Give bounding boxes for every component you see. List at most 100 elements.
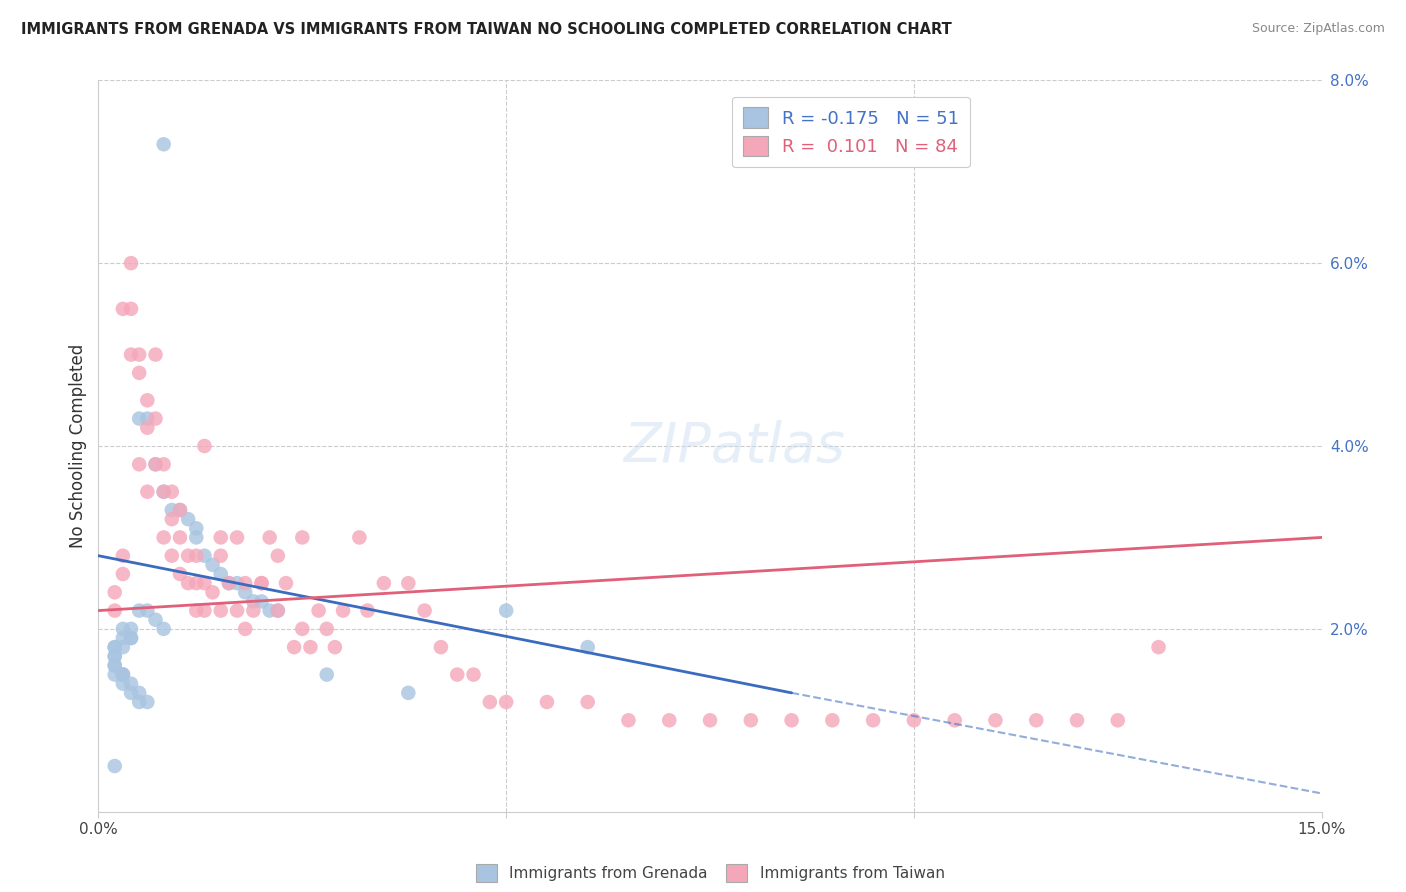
- Point: [226, 530, 249, 544]
- Point: [193, 603, 215, 617]
- Point: [128, 458, 150, 472]
- Point: [152, 137, 174, 152]
- Point: [120, 631, 142, 645]
- Point: [267, 549, 290, 563]
- Point: [120, 686, 142, 700]
- Point: [152, 484, 174, 499]
- Point: [267, 603, 290, 617]
- Point: [1147, 640, 1170, 655]
- Point: [145, 411, 167, 425]
- Point: [209, 603, 232, 617]
- Point: [984, 714, 1007, 728]
- Point: [120, 622, 142, 636]
- Point: [193, 576, 215, 591]
- Point: [699, 714, 721, 728]
- Point: [209, 530, 232, 544]
- Point: [233, 622, 256, 636]
- Point: [740, 714, 762, 728]
- Point: [821, 714, 844, 728]
- Point: [186, 576, 208, 591]
- Point: [136, 484, 159, 499]
- Point: [111, 667, 134, 681]
- Point: [145, 347, 167, 362]
- Text: IMMIGRANTS FROM GRENADA VS IMMIGRANTS FROM TAIWAN NO SCHOOLING COMPLETED CORRELA: IMMIGRANTS FROM GRENADA VS IMMIGRANTS FR…: [21, 22, 952, 37]
- Point: [169, 503, 191, 517]
- Point: [259, 530, 281, 544]
- Point: [136, 411, 159, 425]
- Point: [111, 301, 134, 316]
- Point: [128, 686, 150, 700]
- Point: [136, 393, 159, 408]
- Point: [160, 512, 183, 526]
- Point: [242, 594, 264, 608]
- Point: [267, 603, 290, 617]
- Text: ZIPatlas: ZIPatlas: [623, 419, 845, 473]
- Point: [242, 603, 264, 617]
- Point: [349, 530, 371, 544]
- Point: [356, 603, 378, 617]
- Point: [250, 576, 273, 591]
- Point: [104, 667, 127, 681]
- Text: Source: ZipAtlas.com: Source: ZipAtlas.com: [1251, 22, 1385, 36]
- Point: [201, 585, 224, 599]
- Point: [120, 256, 142, 270]
- Point: [186, 521, 208, 535]
- Point: [145, 458, 167, 472]
- Point: [104, 640, 127, 655]
- Point: [186, 549, 208, 563]
- Point: [218, 576, 240, 591]
- Point: [617, 714, 640, 728]
- Point: [209, 567, 232, 582]
- Point: [186, 530, 208, 544]
- Point: [104, 658, 127, 673]
- Point: [332, 603, 354, 617]
- Point: [104, 649, 127, 664]
- Point: [152, 458, 174, 472]
- Point: [169, 530, 191, 544]
- Point: [152, 530, 174, 544]
- Point: [111, 667, 134, 681]
- Point: [104, 585, 127, 599]
- Point: [1025, 714, 1047, 728]
- Point: [209, 549, 232, 563]
- Point: [396, 576, 419, 591]
- Point: [576, 640, 599, 655]
- Point: [323, 640, 346, 655]
- Point: [169, 503, 191, 517]
- Point: [315, 667, 337, 681]
- Point: [128, 366, 150, 380]
- Y-axis label: No Schooling Completed: No Schooling Completed: [69, 344, 87, 548]
- Point: [226, 576, 249, 591]
- Legend: R = -0.175   N = 51, R =  0.101   N = 84: R = -0.175 N = 51, R = 0.101 N = 84: [731, 96, 970, 167]
- Point: [145, 613, 167, 627]
- Point: [446, 667, 468, 681]
- Point: [128, 603, 150, 617]
- Point: [780, 714, 803, 728]
- Point: [128, 347, 150, 362]
- Point: [495, 603, 517, 617]
- Point: [104, 640, 127, 655]
- Point: [250, 576, 273, 591]
- Point: [136, 603, 159, 617]
- Point: [201, 558, 224, 572]
- Point: [136, 420, 159, 434]
- Point: [315, 622, 337, 636]
- Point: [111, 631, 134, 645]
- Point: [495, 695, 517, 709]
- Point: [862, 714, 884, 728]
- Point: [283, 640, 305, 655]
- Point: [152, 622, 174, 636]
- Point: [128, 695, 150, 709]
- Point: [104, 603, 127, 617]
- Point: [111, 676, 134, 690]
- Point: [169, 567, 191, 582]
- Point: [111, 667, 134, 681]
- Point: [120, 347, 142, 362]
- Point: [120, 631, 142, 645]
- Point: [250, 594, 273, 608]
- Point: [160, 503, 183, 517]
- Point: [111, 640, 134, 655]
- Point: [104, 759, 127, 773]
- Point: [177, 576, 200, 591]
- Point: [226, 603, 249, 617]
